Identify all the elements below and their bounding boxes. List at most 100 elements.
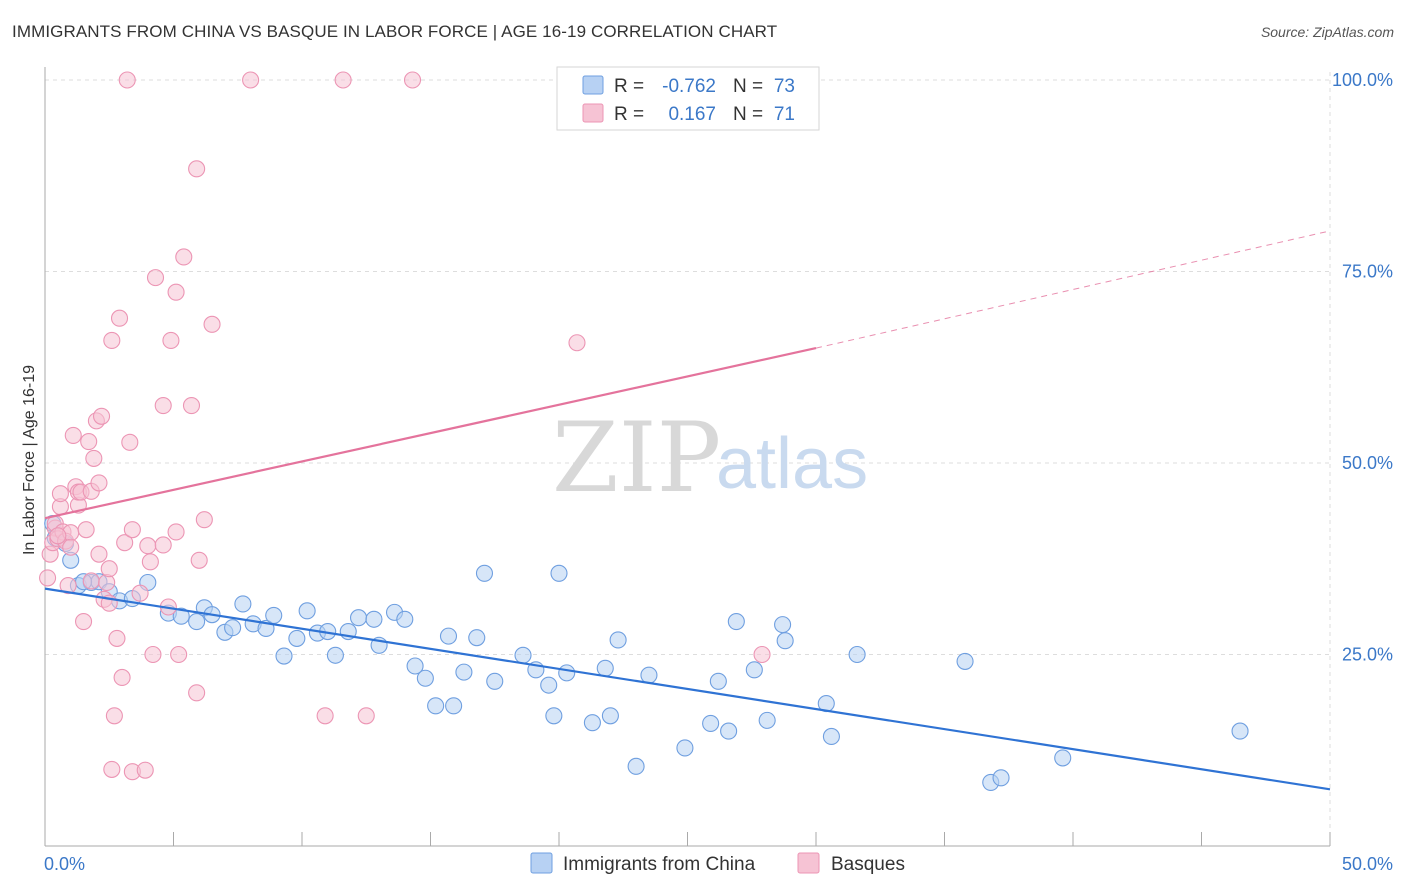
point-china bbox=[475, 564, 494, 582]
point-basque bbox=[131, 584, 149, 602]
correlation-legend: R = -0.762 N = 73 R = 0.167 N = 71 bbox=[556, 66, 820, 131]
legend-r-label: R = bbox=[614, 76, 644, 97]
legend-n-label: N = bbox=[733, 76, 763, 97]
trend-line-china bbox=[44, 587, 1331, 791]
point-china bbox=[416, 669, 434, 687]
point-basque bbox=[90, 545, 108, 563]
point-china bbox=[224, 619, 242, 637]
point-basque bbox=[188, 684, 206, 702]
watermark-atlas: atlas bbox=[716, 424, 868, 504]
point-basque bbox=[108, 629, 126, 647]
point-basque bbox=[154, 536, 172, 554]
point-basque bbox=[139, 537, 157, 555]
point-basque bbox=[80, 433, 98, 451]
point-china bbox=[298, 602, 316, 620]
point-china bbox=[550, 564, 568, 582]
legend-swatch-basque bbox=[797, 852, 820, 874]
point-basque bbox=[136, 761, 154, 779]
point-basque bbox=[167, 283, 185, 301]
point-china bbox=[455, 663, 473, 681]
point-basque bbox=[121, 433, 139, 451]
point-basque bbox=[316, 707, 334, 725]
point-basque bbox=[113, 668, 131, 687]
point-china bbox=[727, 613, 745, 631]
point-china bbox=[468, 629, 486, 647]
point-basque bbox=[49, 527, 67, 545]
point-basque bbox=[154, 396, 172, 415]
source-credit: Source: ZipAtlas.com bbox=[1260, 24, 1394, 40]
point-china bbox=[540, 676, 558, 694]
point-china bbox=[822, 727, 840, 746]
point-china bbox=[265, 606, 283, 624]
point-basque bbox=[568, 334, 586, 352]
point-china bbox=[486, 672, 504, 690]
legend-swatch-china bbox=[530, 852, 553, 874]
trend-lines bbox=[44, 230, 1331, 791]
point-basque bbox=[167, 523, 185, 541]
x-tick-label: 0.0% bbox=[44, 854, 85, 874]
point-basque bbox=[77, 521, 95, 539]
point-china bbox=[596, 659, 614, 677]
point-basque bbox=[103, 760, 121, 778]
point-china bbox=[992, 769, 1010, 787]
point-china bbox=[445, 697, 463, 715]
point-china bbox=[702, 714, 720, 732]
point-basque bbox=[75, 613, 93, 631]
point-basque bbox=[188, 160, 206, 178]
point-china bbox=[848, 645, 866, 664]
point-basque bbox=[100, 560, 118, 578]
point-basque bbox=[182, 396, 201, 415]
axes bbox=[44, 67, 1331, 847]
point-basque bbox=[141, 553, 159, 571]
legend-n-label: N = bbox=[733, 104, 763, 125]
legend-swatch-basque bbox=[582, 103, 604, 123]
point-basque bbox=[357, 707, 375, 725]
point-basque bbox=[110, 309, 129, 327]
legend-n-value: 71 bbox=[774, 104, 795, 125]
point-basque bbox=[162, 331, 180, 349]
y-tick-label: 75.0% bbox=[1342, 262, 1393, 282]
point-china bbox=[545, 707, 563, 725]
legend-item-basque: Basques bbox=[831, 854, 905, 875]
point-china bbox=[745, 661, 763, 679]
point-china bbox=[406, 657, 424, 675]
point-basque bbox=[90, 474, 108, 492]
point-basque bbox=[118, 71, 136, 89]
point-china bbox=[758, 711, 776, 729]
point-china bbox=[1054, 749, 1072, 767]
point-china bbox=[774, 616, 792, 634]
point-basque bbox=[123, 521, 141, 539]
point-china bbox=[234, 595, 252, 613]
point-china bbox=[776, 632, 794, 650]
legend-r-label: R = bbox=[614, 104, 644, 125]
point-china bbox=[1231, 722, 1249, 740]
point-basque bbox=[144, 645, 162, 664]
trend-line-basque bbox=[44, 347, 817, 520]
point-basque bbox=[59, 577, 77, 595]
point-basque bbox=[190, 551, 208, 569]
point-china bbox=[396, 610, 414, 628]
series-legend: Immigrants from China Basques bbox=[530, 852, 905, 875]
point-basque bbox=[98, 573, 116, 592]
chart-title: IMMIGRANTS FROM CHINA VS BASQUE IN LABOR… bbox=[12, 22, 778, 41]
point-china bbox=[709, 672, 727, 690]
point-basque bbox=[105, 707, 123, 725]
point-china bbox=[514, 646, 532, 664]
trend-line-basque-extension bbox=[815, 230, 1331, 349]
point-basque bbox=[116, 534, 134, 552]
point-china bbox=[640, 666, 658, 684]
point-china bbox=[288, 629, 306, 647]
x-tick-label: 50.0% bbox=[1342, 854, 1393, 874]
point-basque bbox=[85, 449, 103, 467]
legend-item-china: Immigrants from China bbox=[563, 854, 756, 875]
point-china bbox=[601, 707, 619, 725]
point-china bbox=[627, 757, 645, 775]
y-tick-label: 100.0% bbox=[1332, 70, 1393, 90]
point-basque bbox=[92, 407, 111, 425]
point-china bbox=[583, 714, 601, 732]
legend-n-value: 73 bbox=[774, 76, 795, 97]
legend-swatch-china bbox=[582, 75, 604, 95]
point-basque bbox=[103, 331, 121, 349]
point-basque bbox=[39, 569, 57, 587]
